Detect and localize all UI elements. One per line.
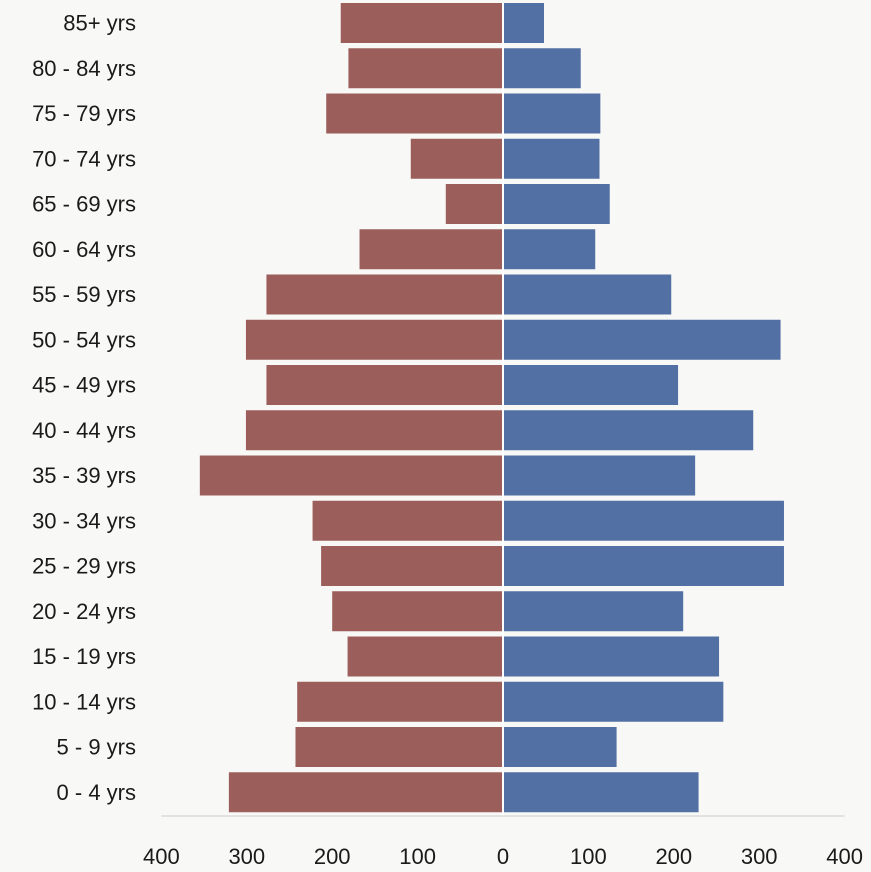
- bar-right-8: [503, 365, 679, 405]
- bar-right-9: [503, 410, 754, 451]
- bar-left-7: [245, 319, 504, 360]
- bar-left-17: [228, 772, 503, 813]
- bar-right-2: [503, 93, 601, 134]
- bar-left-8: [266, 365, 503, 405]
- x-tick-label-8: 400: [826, 844, 863, 869]
- bar-left-1: [348, 48, 503, 89]
- bar-right-3: [503, 138, 600, 179]
- bar-left-6: [266, 274, 503, 315]
- category-label-6: 55 - 59 yrs: [32, 282, 136, 307]
- x-tick-label-5: 100: [570, 844, 607, 869]
- bar-left-10: [199, 455, 503, 496]
- x-tick-label-1: 300: [228, 844, 265, 869]
- bar-left-11: [312, 500, 503, 541]
- bar-right-14: [503, 636, 720, 677]
- category-label-1: 80 - 84 yrs: [32, 56, 136, 81]
- bar-left-15: [297, 681, 503, 722]
- x-tick-label-2: 200: [314, 844, 351, 869]
- bar-right-13: [503, 591, 684, 632]
- bar-right-17: [503, 772, 699, 813]
- x-tick-label-7: 300: [741, 844, 778, 869]
- bar-left-2: [326, 93, 503, 134]
- category-label-16: 5 - 9 yrs: [57, 735, 136, 760]
- category-label-3: 70 - 74 yrs: [32, 146, 136, 171]
- category-label-12: 25 - 29 yrs: [32, 554, 136, 579]
- bar-left-12: [321, 546, 503, 586]
- category-label-7: 50 - 54 yrs: [32, 327, 136, 352]
- x-tick-label-0: 400: [143, 844, 180, 869]
- bar-right-0: [503, 3, 544, 43]
- bars-right-series: [503, 3, 784, 813]
- category-label-9: 40 - 44 yrs: [32, 418, 136, 443]
- category-label-14: 15 - 19 yrs: [32, 644, 136, 669]
- bar-right-15: [503, 681, 724, 722]
- x-tick-label-6: 200: [655, 844, 692, 869]
- category-label-0: 85+ yrs: [63, 11, 136, 36]
- bar-left-3: [410, 138, 503, 179]
- bar-right-16: [503, 727, 617, 767]
- category-label-2: 75 - 79 yrs: [32, 101, 136, 126]
- bar-right-12: [503, 546, 784, 586]
- bar-right-6: [503, 274, 672, 315]
- bar-right-7: [503, 319, 781, 360]
- category-label-11: 30 - 34 yrs: [32, 508, 136, 533]
- y-axis-labels: 85+ yrs 80 - 84 yrs 75 - 79 yrs 70 - 74 yrs…: [32, 11, 136, 805]
- category-label-4: 65 - 69 yrs: [32, 192, 136, 217]
- bar-right-11: [503, 500, 784, 541]
- category-label-10: 35 - 39 yrs: [32, 463, 136, 488]
- bar-left-0: [340, 3, 503, 43]
- category-label-8: 45 - 49 yrs: [32, 373, 136, 398]
- bar-left-14: [347, 636, 503, 677]
- category-label-5: 60 - 64 yrs: [32, 237, 136, 262]
- bar-right-5: [503, 229, 596, 270]
- bar-left-13: [332, 591, 503, 632]
- bar-left-9: [245, 410, 504, 451]
- bar-left-4: [445, 184, 503, 224]
- bar-right-10: [503, 455, 696, 496]
- category-label-17: 0 - 4 yrs: [57, 780, 136, 805]
- bar-right-4: [503, 184, 610, 224]
- bar-right-1: [503, 48, 581, 89]
- x-tick-label-3: 100: [399, 844, 436, 869]
- bar-left-5: [359, 229, 503, 270]
- category-label-15: 10 - 14 yrs: [32, 689, 136, 714]
- x-axis-ticks: 400 300 200 100 0 100 200 300 400: [143, 844, 863, 869]
- category-label-13: 20 - 24 yrs: [32, 599, 136, 624]
- x-tick-label-4: 0: [497, 844, 509, 869]
- bars-left-series: [199, 3, 504, 813]
- bar-left-16: [295, 727, 503, 767]
